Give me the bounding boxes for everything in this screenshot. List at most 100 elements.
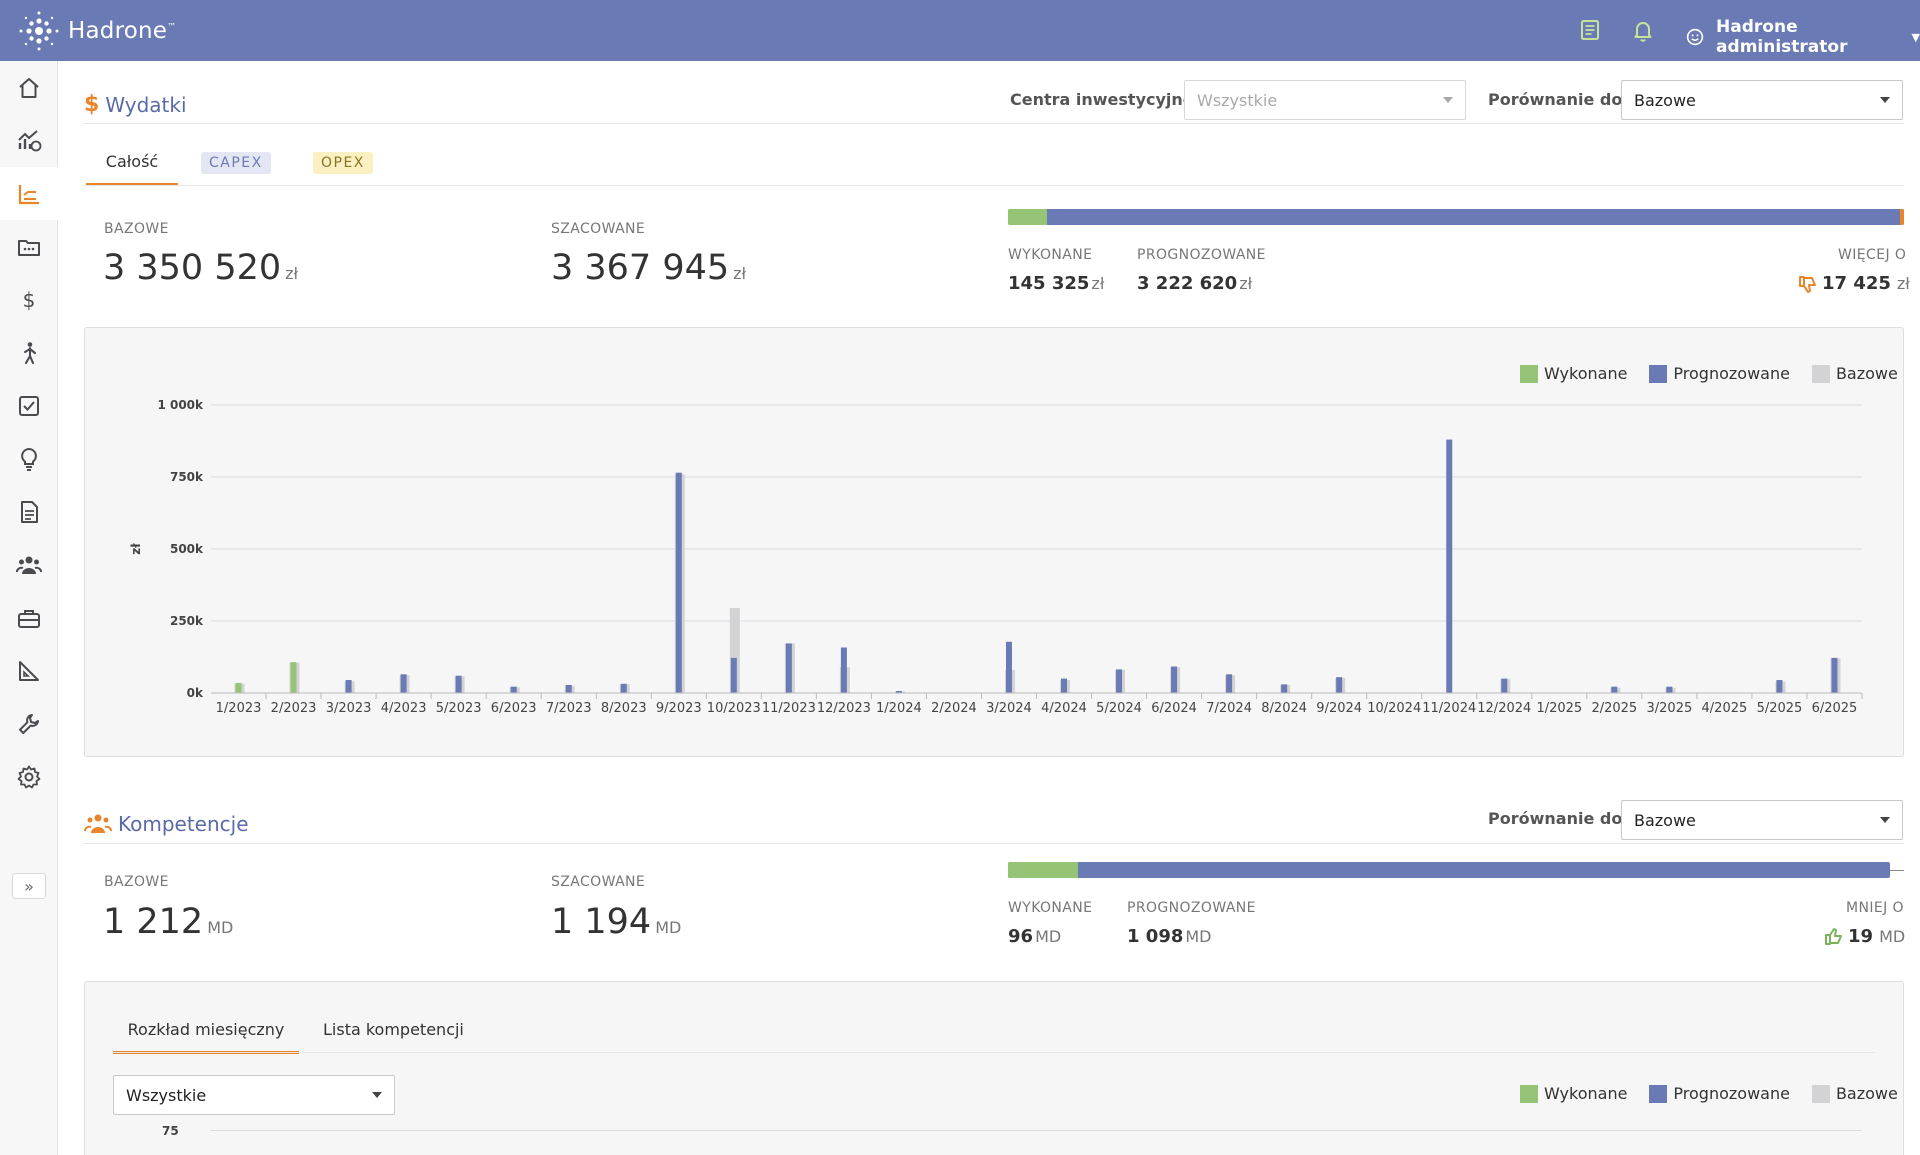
gear-icon	[17, 765, 41, 788]
nav-tools[interactable]	[0, 697, 58, 750]
chart-legend: Wykonane Prognozowane Bazowe	[1520, 364, 1898, 383]
dollar-icon: $	[84, 92, 100, 117]
diff-value: 19 MD	[1824, 926, 1905, 947]
x-tick-label: 3/2025	[1647, 701, 1693, 716]
forecast-label: PROGNOZOWANE	[1137, 247, 1266, 263]
nav-people[interactable]	[0, 326, 58, 379]
nav-analytics[interactable]	[0, 114, 58, 167]
legend-item-done[interactable]: Wykonane	[1520, 364, 1627, 383]
person-walking-icon	[23, 341, 37, 364]
expenses-section-title: $ Wydatki	[84, 92, 187, 117]
bar-forecast	[1831, 657, 1838, 693]
nav-team[interactable]	[0, 538, 58, 591]
nav-tasks[interactable]	[0, 379, 58, 432]
bar-forecast	[400, 674, 407, 693]
competences-compare-select[interactable]: Bazowe	[1621, 800, 1903, 840]
tab-opex[interactable]: OPEX	[313, 152, 373, 174]
lightbulb-icon	[21, 447, 37, 471]
bell-icon[interactable]	[1630, 17, 1656, 43]
x-tick-label: 6/2025	[1812, 701, 1858, 716]
nav-resources[interactable]	[0, 591, 58, 644]
tab-competence-list[interactable]: Lista kompetencji	[323, 1020, 464, 1039]
x-tick-label: 9/2024	[1316, 701, 1362, 716]
legend-label: Wykonane	[1544, 364, 1628, 383]
nav-documents[interactable]	[0, 485, 58, 538]
diff-label: WIĘCEJ O	[1838, 247, 1907, 263]
x-tick-label: 3/2023	[326, 701, 372, 716]
bar-forecast	[785, 643, 792, 693]
estimated-label: SZACOWANE	[551, 221, 646, 237]
compare-select[interactable]: Bazowe	[1621, 80, 1903, 120]
y-tick-label: 1 000k	[157, 398, 204, 412]
divider	[84, 185, 1904, 186]
bar-done	[235, 682, 242, 693]
x-tick-label: 3/2024	[986, 701, 1032, 716]
done-label: WYKONANE	[1008, 900, 1093, 916]
competence-filter-select[interactable]: Wszystkie	[113, 1075, 395, 1115]
x-tick-label: 7/2023	[546, 701, 592, 716]
estimated-value: 3 367 945 zł	[551, 248, 747, 288]
bar-forecast	[730, 657, 737, 693]
expand-sidebar-button[interactable]: »	[12, 873, 46, 899]
user-menu[interactable]: Hadrone administrator ▼	[1686, 17, 1920, 57]
legend-item-baseline[interactable]: Bazowe	[1811, 1084, 1898, 1103]
done-label: WYKONANE	[1008, 247, 1093, 263]
app-logo[interactable]: Hadrone™	[18, 10, 176, 52]
x-tick-label: 1/2023	[216, 701, 262, 716]
compare-label: Porównanie do:	[1488, 809, 1629, 828]
investment-centers-select[interactable]: Wszystkie	[1184, 80, 1466, 120]
legend-item-baseline[interactable]: Bazowe	[1811, 364, 1898, 383]
checkbox-icon	[19, 395, 39, 416]
legend-label: Wykonane	[1544, 1084, 1628, 1103]
done-value: 96 MD	[1008, 926, 1062, 947]
nav-projects[interactable]	[0, 220, 58, 273]
x-tick-label: 4/2025	[1702, 701, 1748, 716]
legend-item-done[interactable]: Wykonane	[1520, 1084, 1627, 1103]
bar-forecast	[510, 686, 517, 693]
tab-total[interactable]: Całość	[86, 152, 178, 186]
bar-forecast	[1666, 686, 1673, 693]
baseline-label: BAZOWE	[104, 874, 169, 890]
bar-forecast	[1116, 669, 1123, 693]
x-tick-label: 8/2023	[601, 701, 647, 716]
tab-monthly-distribution[interactable]: Rozkład miesięczny	[113, 1020, 299, 1054]
legend-item-forecast[interactable]: Prognozowane	[1649, 1084, 1790, 1103]
chart-legend: Wykonane Prognozowane Bazowe	[1520, 1084, 1898, 1103]
bar-forecast	[1171, 666, 1178, 693]
divider	[84, 123, 1904, 124]
tab-capex[interactable]: CAPEX	[201, 152, 271, 174]
competence-filter-value: Wszystkie	[126, 1085, 207, 1105]
y-tick-label: 250k	[170, 614, 204, 628]
x-tick-label: 8/2024	[1261, 701, 1307, 716]
compare-value: Bazowe	[1634, 810, 1696, 830]
forecast-value: 1 098 MD	[1127, 926, 1212, 947]
progress-done-fill	[1008, 862, 1078, 878]
bar-forecast	[1005, 641, 1012, 693]
investment-centers-value: Wszystkie	[1197, 90, 1278, 110]
x-tick-label: 10/2023	[707, 701, 761, 716]
x-tick-label: 4/2023	[381, 701, 427, 716]
nav-settings[interactable]	[0, 750, 58, 803]
nav-expenses[interactable]	[0, 167, 58, 220]
legend-item-forecast[interactable]: Prognozowane	[1649, 364, 1790, 383]
bar-forecast	[345, 680, 352, 693]
nav-finance[interactable]: $	[0, 273, 58, 326]
x-tick-label: 5/2025	[1757, 701, 1803, 716]
y-axis-label: zł	[129, 543, 143, 555]
chevron-down-icon	[1443, 97, 1453, 103]
document-icon	[21, 500, 38, 523]
chevron-down-icon	[1880, 817, 1890, 823]
bar-forecast	[1336, 677, 1343, 693]
x-tick-label: 10/2024	[1367, 701, 1421, 716]
x-tick-label: 11/2024	[1422, 701, 1476, 716]
notes-icon[interactable]	[1577, 17, 1603, 43]
forecast-label: PROGNOZOWANE	[1127, 900, 1256, 916]
double-chevron-right-icon: »	[24, 876, 34, 896]
bar-forecast	[895, 690, 902, 693]
nav-ideas[interactable]	[0, 432, 58, 485]
progress-limit-marker	[1888, 870, 1904, 871]
home-icon	[19, 77, 39, 98]
nav-measure[interactable]	[0, 644, 58, 697]
nav-home[interactable]	[0, 61, 58, 114]
forecast-value: 3 222 620 zł	[1137, 273, 1253, 294]
